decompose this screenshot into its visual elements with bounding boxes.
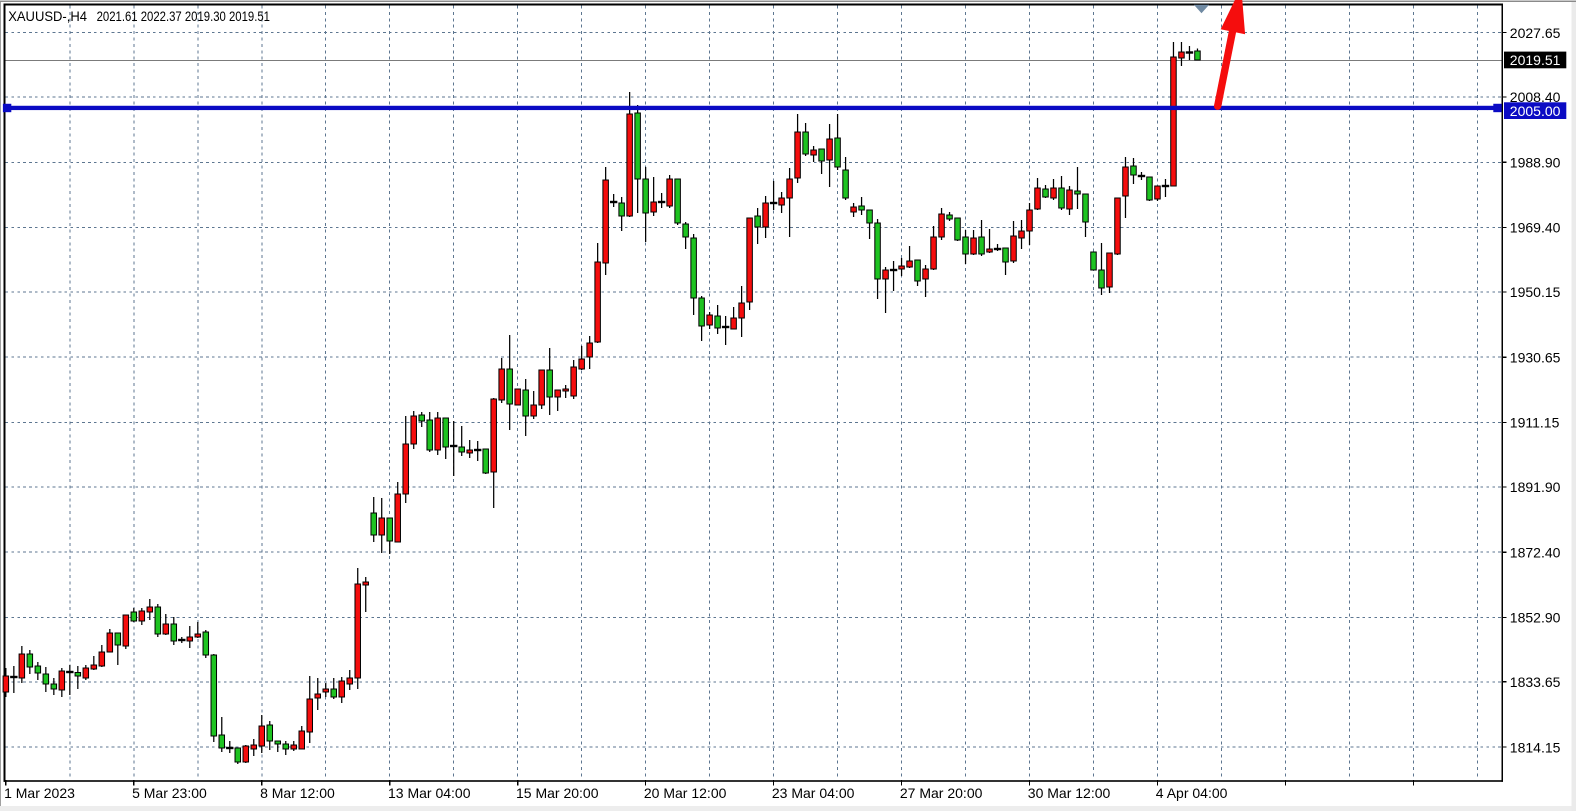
svg-text:1833.65: 1833.65 [1510,674,1561,690]
svg-text:1969.40: 1969.40 [1510,220,1561,236]
svg-text:8 Mar 12:00: 8 Mar 12:00 [260,785,335,801]
svg-text:2008.40: 2008.40 [1510,89,1561,105]
svg-text:13 Mar 04:00: 13 Mar 04:00 [388,785,471,801]
svg-text:23 Mar 04:00: 23 Mar 04:00 [772,785,855,801]
svg-text:1 Mar 2023: 1 Mar 2023 [4,785,75,801]
svg-text:2019.51: 2019.51 [1510,52,1561,68]
svg-text:1911.15: 1911.15 [1510,415,1560,431]
svg-text:2027.65: 2027.65 [1510,25,1561,41]
svg-text:2021.61 2022.37 2019.30 2019.5: 2021.61 2022.37 2019.30 2019.51 [97,9,270,24]
svg-text:5 Mar 23:00: 5 Mar 23:00 [132,785,207,801]
svg-text:XAUUSD-,H4: XAUUSD-,H4 [8,9,87,24]
svg-text:1814.15: 1814.15 [1510,739,1561,755]
svg-text:1852.90: 1852.90 [1510,610,1561,626]
svg-text:27 Mar 20:00: 27 Mar 20:00 [900,785,983,801]
svg-text:1950.15: 1950.15 [1510,284,1561,300]
svg-text:4 Apr 04:00: 4 Apr 04:00 [1156,785,1228,801]
svg-text:1988.90: 1988.90 [1510,155,1561,171]
svg-text:1891.90: 1891.90 [1510,479,1561,495]
svg-text:1872.40: 1872.40 [1510,544,1561,560]
svg-text:2005.00: 2005.00 [1510,103,1561,119]
svg-text:1930.65: 1930.65 [1510,349,1561,365]
svg-text:15 Mar 20:00: 15 Mar 20:00 [516,785,599,801]
svg-text:20 Mar 12:00: 20 Mar 12:00 [644,785,727,801]
svg-text:30 Mar 12:00: 30 Mar 12:00 [1028,785,1111,801]
